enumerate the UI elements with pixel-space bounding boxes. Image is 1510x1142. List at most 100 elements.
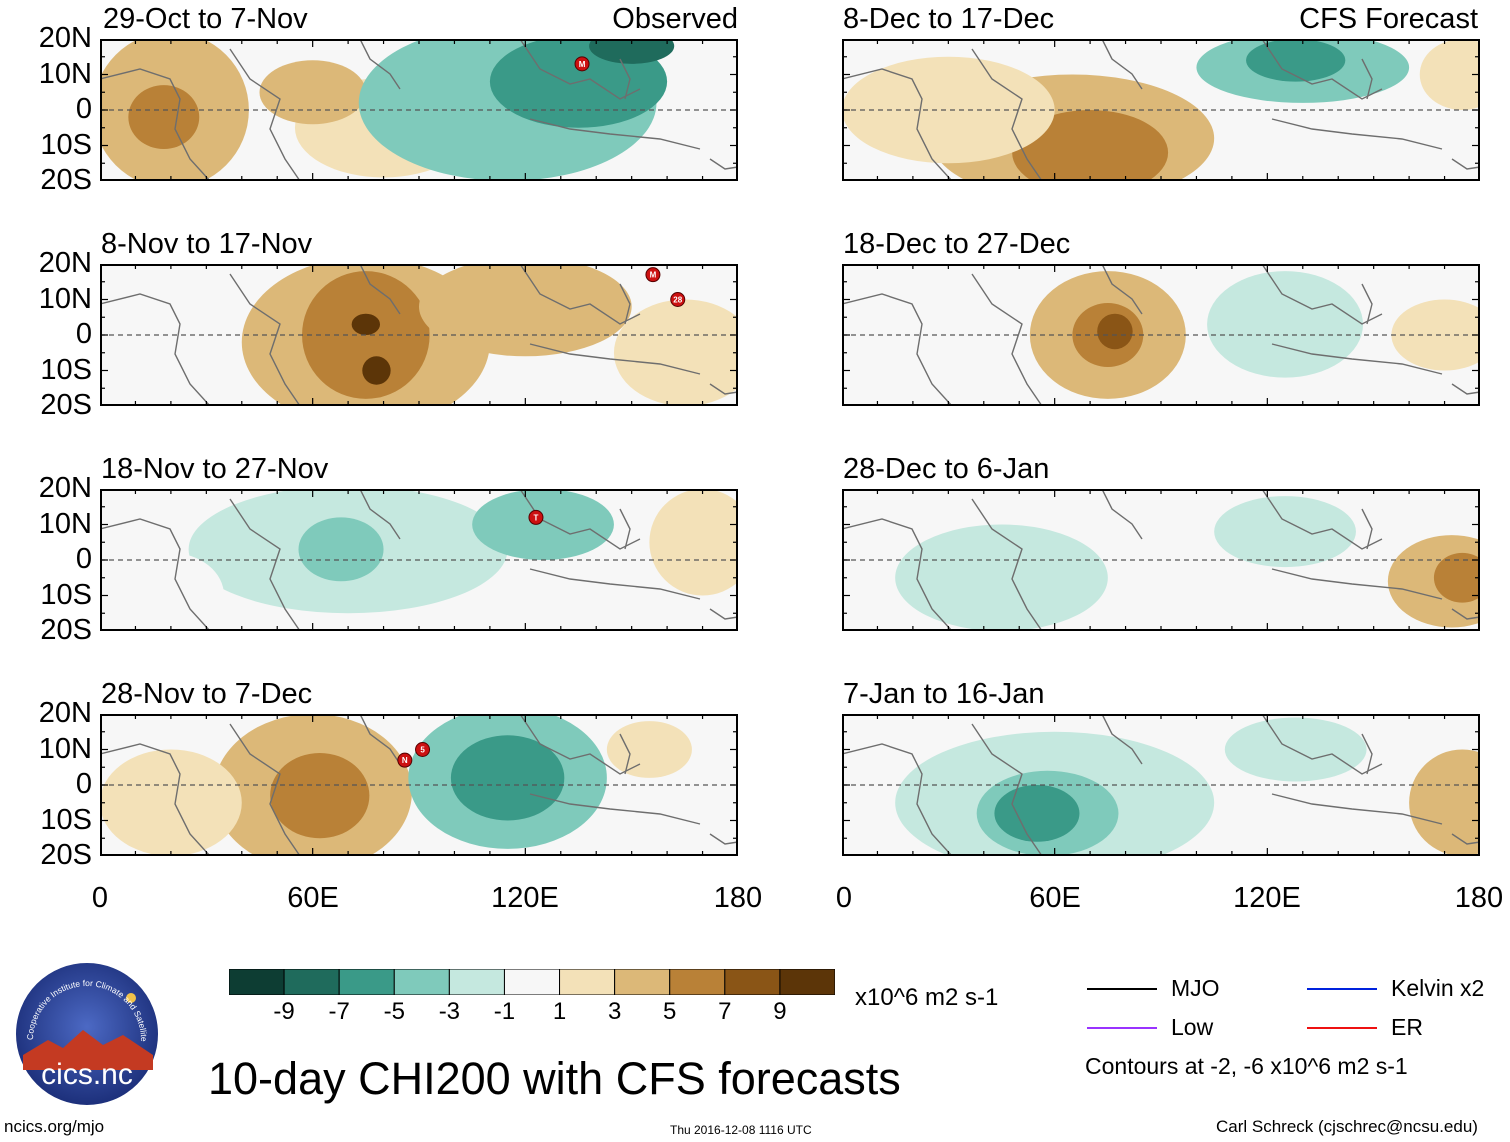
lat-tick-label: 20S	[2, 616, 92, 645]
panel-title-8: 7-Jan to 16-Jan	[843, 680, 1045, 709]
colorbar-tick-label: -7	[319, 1000, 359, 1024]
lat-tick-label: 0	[2, 320, 92, 349]
anomaly-blob	[472, 489, 614, 560]
cics-logo: Cooperative Institute for Climate and Sa…	[13, 960, 161, 1108]
contours-note: Contours at -2, -6 x10^6 m2 s-1	[1085, 1055, 1408, 1078]
colorbar-swatch	[229, 969, 284, 995]
colorbar-tick-label: 7	[705, 1000, 745, 1024]
lat-tick-label: 20N	[2, 699, 92, 728]
anomaly-blob	[1225, 718, 1367, 782]
map-panel-8dec-17dec	[842, 39, 1480, 181]
colorbar-swatch	[780, 969, 835, 995]
lat-tick-label: 10N	[2, 735, 92, 764]
lat-tick-label: 0	[2, 545, 92, 574]
map-panel-28nov-7dec: N5	[100, 714, 738, 856]
lat-tick-label: 10S	[2, 131, 92, 160]
lat-tick-label: 10S	[2, 806, 92, 835]
lon-tick-120e-left: 120E	[465, 884, 585, 913]
footer-author: Carl Schreck (cjschrec@ncsu.edu)	[1216, 1118, 1478, 1135]
colorbar-swatch	[449, 969, 504, 995]
lat-tick-label: 0	[2, 95, 92, 124]
panel-title-6: 18-Dec to 27-Dec	[843, 230, 1070, 259]
colorbar	[229, 969, 835, 995]
legend-label-mjo: MJO	[1171, 977, 1220, 1000]
colorbar-tick-label: 9	[760, 1000, 800, 1024]
tc-marker-label: T	[534, 513, 539, 522]
colorbar-swatch	[670, 969, 725, 995]
logo-text: cics.nc	[41, 1058, 133, 1091]
anomaly-blob	[1207, 271, 1363, 378]
lat-tick-label: 20S	[2, 841, 92, 870]
panel-title-3: 18-Nov to 27-Nov	[101, 455, 328, 484]
lon-tick-180-left: 180	[678, 884, 798, 913]
lat-tick-label: 10N	[2, 60, 92, 89]
anomaly-blob	[100, 750, 242, 857]
colorbar-swatch	[615, 969, 670, 995]
map-panel-7jan-16jan	[842, 714, 1480, 856]
colorbar-tick-label: -9	[264, 1000, 304, 1024]
lat-tick-label: 10S	[2, 581, 92, 610]
lat-tick-label: 20N	[2, 474, 92, 503]
cfs-forecast-label: CFS Forecast	[1178, 5, 1478, 34]
map-panel-28dec-6jan	[842, 489, 1480, 631]
lat-tick-label: 0	[2, 770, 92, 799]
lat-tick-label: 10N	[2, 510, 92, 539]
anomaly-blob	[128, 85, 199, 149]
footer-timestamp: Thu 2016-12-08 1116 UTC	[670, 1124, 812, 1136]
tc-marker-label: 28	[673, 296, 682, 305]
panel-title-7: 28-Dec to 6-Jan	[843, 455, 1049, 484]
colorbar-swatch	[284, 969, 339, 995]
legend-label-low: Low	[1171, 1016, 1213, 1039]
tc-marker-label: 5	[420, 746, 425, 755]
tc-marker: T	[529, 510, 543, 524]
colorbar-swatch	[725, 969, 780, 995]
anomaly-blob	[607, 721, 692, 778]
tc-marker: 28	[671, 293, 685, 307]
tc-marker-label: M	[650, 271, 657, 280]
colorbar-tick-label: -5	[374, 1000, 414, 1024]
lon-tick-180-right: 180	[1419, 884, 1510, 913]
colorbar-swatch	[339, 969, 394, 995]
colorbar-swatch	[560, 969, 615, 995]
tc-marker: N	[398, 753, 412, 767]
anomaly-blob	[270, 753, 369, 838]
tc-marker-label: N	[402, 756, 408, 765]
legend-label-kelvin: Kelvin x2	[1391, 977, 1484, 1000]
tc-marker-label: M	[579, 60, 586, 69]
colorbar-tick-label: -1	[484, 1000, 524, 1024]
panel-title-5: 8-Dec to 17-Dec	[843, 5, 1054, 34]
lat-tick-label: 10N	[2, 285, 92, 314]
tc-marker: M	[575, 57, 589, 71]
lon-tick-60e-right: 60E	[995, 884, 1115, 913]
lat-tick-label: 20N	[2, 249, 92, 278]
anomaly-blob	[895, 525, 1108, 632]
colorbar-swatch	[504, 969, 559, 995]
anomaly-blob	[994, 785, 1079, 842]
lat-tick-label: 20S	[2, 166, 92, 195]
colorbar-swatch	[394, 969, 449, 995]
lat-tick-label: 10S	[2, 356, 92, 385]
footer-url[interactable]: ncics.org/mjo	[4, 1118, 104, 1135]
anomaly-blob	[298, 517, 383, 581]
observed-label: Observed	[538, 5, 738, 34]
anomaly-blob	[352, 314, 380, 335]
tc-marker: 5	[416, 743, 430, 757]
lon-tick-60e-left: 60E	[253, 884, 373, 913]
panel-title-4: 28-Nov to 7-Dec	[101, 680, 312, 709]
colorbar-tick-label: 3	[595, 1000, 635, 1024]
panel-title-2: 8-Nov to 17-Nov	[101, 230, 312, 259]
units-label: x10^6 m2 s-1	[855, 986, 998, 1009]
lon-tick-0-right: 0	[784, 884, 904, 913]
colorbar-tick-label: -3	[429, 1000, 469, 1024]
lat-tick-label: 20S	[2, 391, 92, 420]
lon-tick-0-left: 0	[40, 884, 160, 913]
map-panel-18dec-27dec	[842, 264, 1480, 406]
map-panel-18nov-27nov: T	[100, 489, 738, 631]
tc-marker: M	[646, 268, 660, 282]
lat-tick-label: 20N	[2, 24, 92, 53]
legend-label-er: ER	[1391, 1016, 1423, 1039]
main-title: 10-day CHI200 with CFS forecasts	[208, 1056, 901, 1101]
map-panel-29oct-7nov: M	[100, 39, 738, 181]
anomaly-blob	[362, 356, 390, 384]
colorbar-tick-label: 5	[650, 1000, 690, 1024]
